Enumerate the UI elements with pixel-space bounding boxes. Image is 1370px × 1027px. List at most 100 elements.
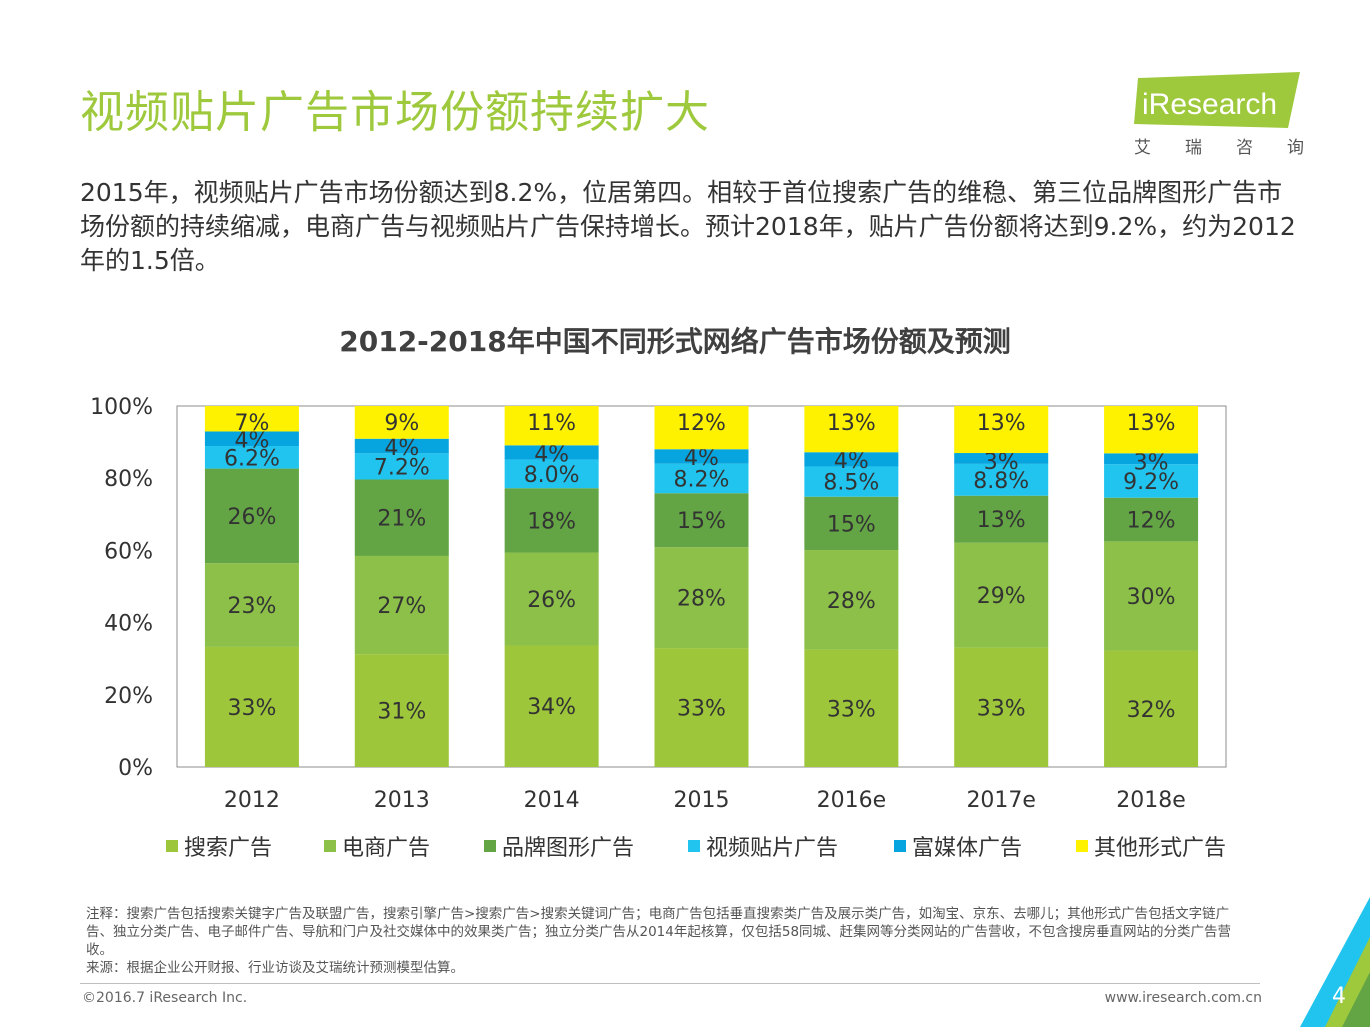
legend-label-search: 搜索广告 [184,836,273,861]
data-label: 33% [827,697,876,722]
data-label: 32% [1127,698,1176,723]
bar-segment [804,550,899,650]
data-label: 23% [227,594,276,619]
chart-legend: 搜索广告 电商广告 品牌图形广告 视频贴片广告 富媒体广告 其他形式广告 [166,830,1266,864]
data-label: 8.0% [524,463,580,488]
note-definition: 注释：搜索广告包括搜索关键字广告及联盟广告，搜索引擎广告>搜索广告>搜索关键词广… [86,906,1232,958]
data-label: 29% [977,584,1026,609]
chart-notes: 注释：搜索广告包括搜索关键字广告及联盟广告，搜索引擎广告>搜索广告>搜索关键词广… [86,905,1251,977]
bar-segment [804,466,899,497]
x-tick-label: 2014 [524,788,580,813]
data-label: 33% [677,697,726,722]
legend-item-search: 搜索广告 [166,830,272,862]
bar-segment [1104,541,1199,651]
x-tick-label: 2013 [374,788,430,813]
data-label: 9.2% [1123,470,1179,495]
y-tick-label: 0% [118,756,153,781]
data-label: 18% [527,509,576,534]
data-label: 7% [234,411,269,436]
bar-segment [354,453,449,480]
y-tick-label: 60% [104,539,153,564]
legend-swatch-ecommerce [324,840,336,852]
bar-segment [654,648,749,767]
bar-segment [954,406,1049,454]
data-label: 3% [1134,450,1169,475]
bar-segment [354,479,449,556]
data-label: 28% [677,587,726,612]
iresearch-logo: iResearch [1134,72,1300,128]
x-tick-label: 2017e [966,788,1036,813]
legend-item-other: 其他形式广告 [1076,830,1226,862]
bar-segment [1104,464,1199,498]
x-tick-label: 2016e [817,788,887,813]
legend-label-other: 其他形式广告 [1094,836,1227,861]
data-label: 27% [377,594,426,619]
legend-swatch-other [1076,840,1088,852]
website-url: www.iresearch.com.cn [1104,990,1262,1006]
data-label: 34% [527,695,576,720]
data-label: 4% [684,446,719,471]
data-label: 12% [1127,509,1176,534]
data-label: 28% [827,589,876,614]
legend-item-video: 视频贴片广告 [688,830,838,862]
data-label: 4% [234,428,269,453]
logo-text: iResearch [1142,88,1277,121]
data-label: 3% [984,450,1019,475]
bar-segment [654,493,749,548]
x-tick-label: 2015 [674,788,730,813]
bar-segment [504,445,599,460]
bar-segment [1104,453,1199,465]
data-label: 30% [1127,585,1176,610]
bar-segment [1104,406,1199,454]
bar-segment [954,453,1049,464]
bar-segment [954,647,1049,767]
bar-segment [204,446,299,469]
chart-title: 2012-2018年中国不同形式网络广告市场份额及预测 [339,325,1011,358]
data-label: 31% [377,700,426,725]
bar-segment [654,547,749,649]
data-label: 6.2% [224,446,280,471]
legend-swatch-rich-media [894,840,906,852]
data-label: 7.2% [374,455,430,480]
legend-swatch-search [166,840,178,852]
bar-segment [804,406,899,453]
bar-segment [504,552,599,646]
intro-paragraph: 2015年，视频贴片广告市场份额达到8.2%，位居第四。相较于首位搜索广告的维稳… [80,178,1296,275]
bar-segment [654,449,749,464]
data-label: 4% [384,436,419,461]
data-label: 15% [677,509,726,534]
data-label: 26% [227,505,276,530]
note-source: 来源：根据企业公开财报、行业访谈及艾瑞统计预测模型估算。 [86,960,464,976]
bar-segment [504,406,599,446]
data-label: 12% [677,411,726,436]
logo-chinese: 艾 瑞 咨 询 [1134,133,1304,158]
bar-segment [204,468,299,564]
data-label: 13% [827,411,876,436]
legend-swatch-brand [484,840,496,852]
bar-segment [954,542,1049,648]
legend-label-brand: 品牌图形广告 [502,836,635,861]
bar-segment [654,463,749,494]
bar-segment [204,646,299,767]
bar-segment [1104,497,1199,542]
bar-segment [804,452,899,467]
bar-segment [504,645,599,767]
bar-segment [804,649,899,767]
data-label: 33% [977,696,1026,721]
data-label: 4% [534,442,569,467]
page-number: 4 [1332,984,1346,1009]
bar-segment [204,406,299,432]
logo-char-3: 咨 [1236,138,1253,158]
data-label: 4% [834,449,869,474]
data-label: 8.2% [674,467,730,492]
bar-segment [204,431,299,447]
data-label: 13% [977,508,1026,533]
bar-segment [354,406,449,439]
bar-segment [654,406,749,450]
y-tick-label: 100% [90,395,153,420]
data-label: 15% [827,512,876,537]
y-tick-label: 40% [104,612,153,637]
bar-segment [354,555,449,655]
y-tick-label: 80% [104,467,153,492]
data-label: 26% [527,588,576,613]
